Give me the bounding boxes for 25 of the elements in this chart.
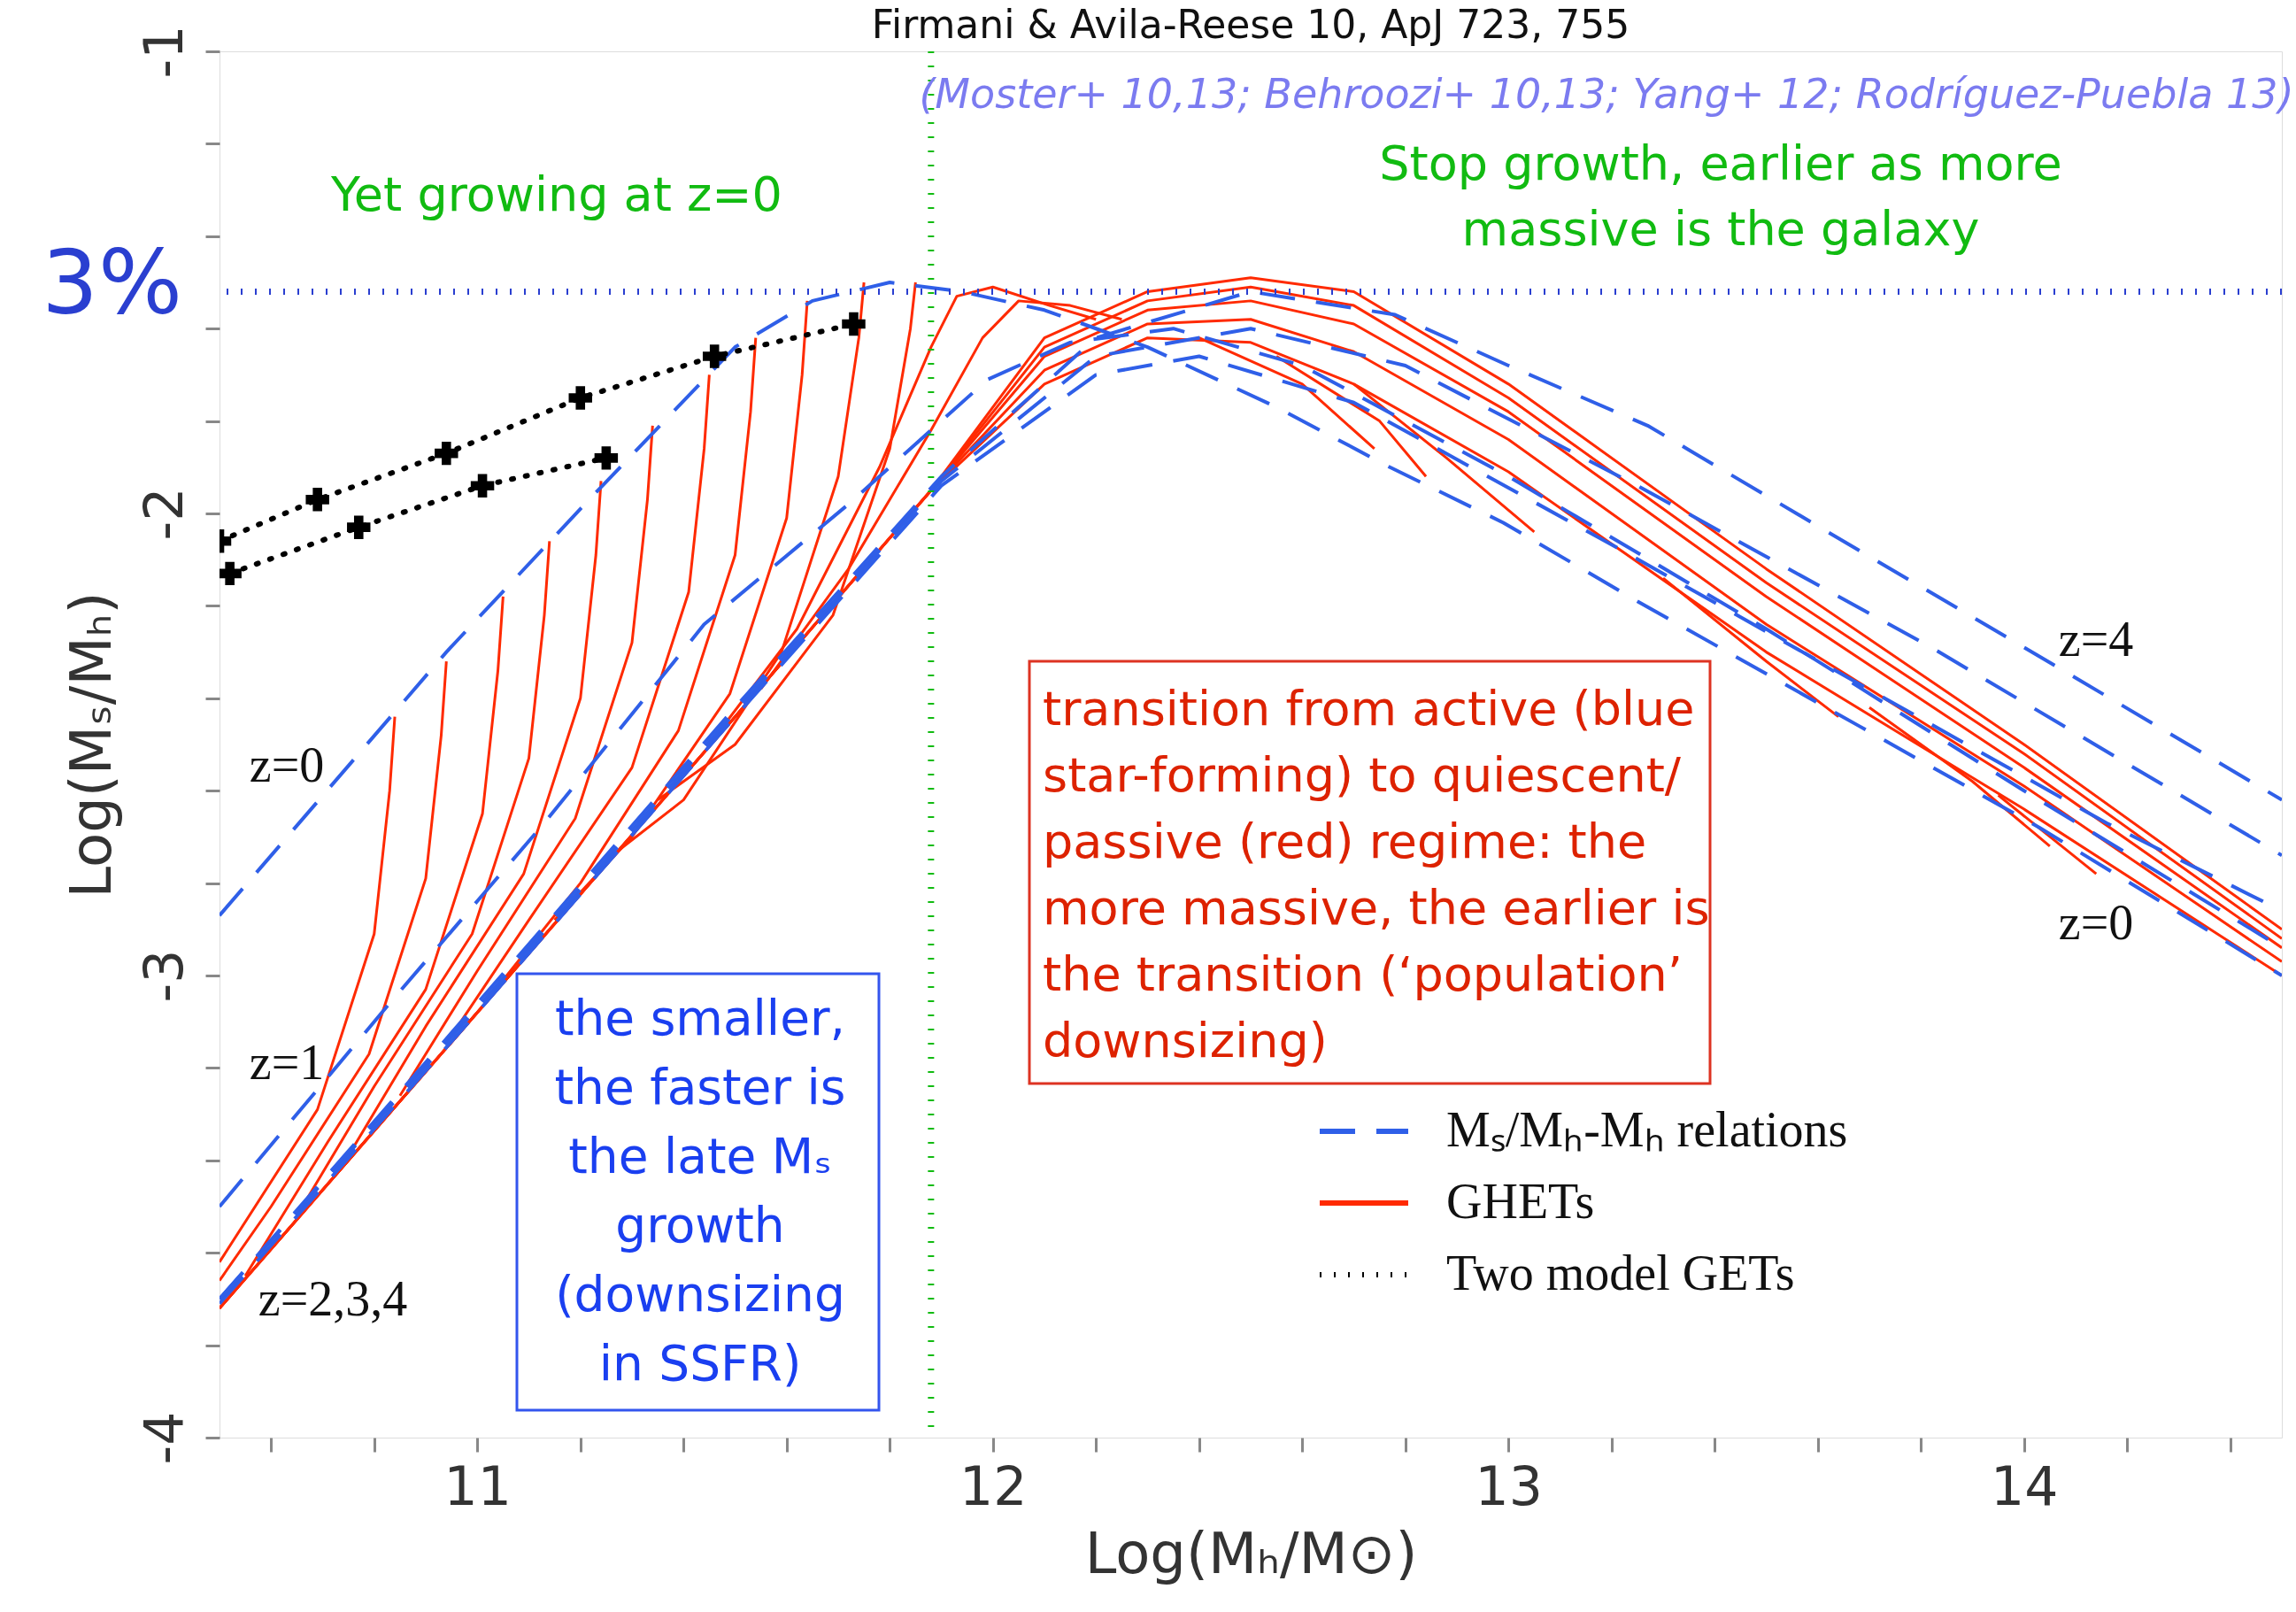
annotation: (Moster+ 10,13; Behroozi+ 10,13; Yang+ 12; Rodríguez-Puebla 13) <box>919 70 2294 118</box>
annotation: z=2,3,4 <box>258 1271 408 1326</box>
text: 3% <box>42 231 182 335</box>
annotation: z=4 <box>2058 612 2134 667</box>
legend-label: Mₛ/Mₕ-Mₕ relations <box>1446 1102 1848 1157</box>
x-tick-label: 14 <box>1991 1454 2059 1517</box>
x-tick-label: 11 <box>443 1454 512 1517</box>
y-tick-label: -1 <box>132 25 195 79</box>
y-tick-label: -4 <box>132 1411 195 1465</box>
y-tick-label: -3 <box>132 949 195 1003</box>
annotation: z=0 <box>2058 895 2134 950</box>
annotation: the smaller, the faster is the late Mₛ growth (downsizing in SSFR) <box>554 990 846 1392</box>
legend-label: GHETs <box>1446 1174 1595 1229</box>
annotation: Stop growth, earlier as more massive is the galaxy <box>1379 135 2062 257</box>
x-axis-title: Log(Mₕ/M⊙) <box>1084 1520 1418 1586</box>
x-tick-label: 13 <box>1475 1454 1543 1517</box>
x-tick-label: 12 <box>959 1454 1028 1517</box>
annotation: z=0 <box>249 737 325 792</box>
legend-label: Two model GETs <box>1446 1246 1795 1300</box>
y-axis-title: Log(Mₛ/Mₕ) <box>58 591 124 899</box>
annotation: z=1 <box>249 1035 325 1090</box>
annotation: transition from active (blue star-forming) to quiescent/ passive (red) regime: the more massive, the earlier is the transition (‘population’ downsizing) <box>1043 681 1710 1068</box>
y-tick-label: -2 <box>132 487 195 541</box>
chart-title: Firmani & Avila-Reese 10, ApJ 723, 755 <box>871 2 1630 47</box>
annotation: Yet growing at z=0 <box>330 166 782 222</box>
